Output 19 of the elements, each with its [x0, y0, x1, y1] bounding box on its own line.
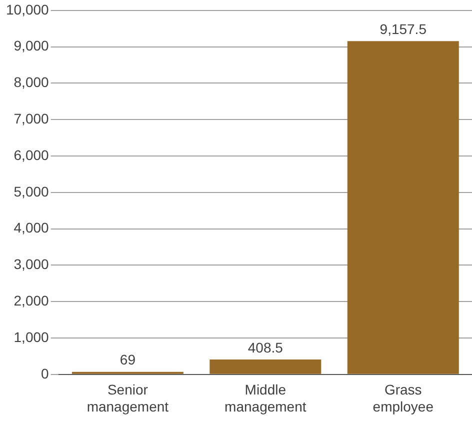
data-label: 69: [120, 352, 136, 368]
y-tick-label: 1,000: [14, 328, 50, 345]
x-tick-label: Middle management: [224, 382, 306, 414]
y-tick-label: 2,000: [14, 292, 50, 308]
y-tick-label: 4,000: [14, 220, 50, 236]
x-tick-label: Senior management: [86, 382, 169, 414]
y-tick-label: 9,000: [14, 38, 50, 54]
data-label: 408.5: [248, 339, 284, 356]
y-tick-label: 10,000: [6, 1, 50, 18]
bar: [347, 41, 459, 374]
y-tick-label: 7,000: [14, 110, 50, 126]
y-tick-label: 8,000: [14, 74, 50, 90]
x-tick-label: Grass employee: [372, 382, 434, 414]
y-tick-label: 6,000: [14, 146, 50, 163]
y-tick-label: 0: [41, 365, 50, 382]
data-label: 9,157.5: [380, 20, 427, 37]
y-tick-label: 5,000: [14, 183, 50, 200]
bar: [210, 360, 322, 374]
y-tick-label: 3,000: [14, 256, 50, 272]
